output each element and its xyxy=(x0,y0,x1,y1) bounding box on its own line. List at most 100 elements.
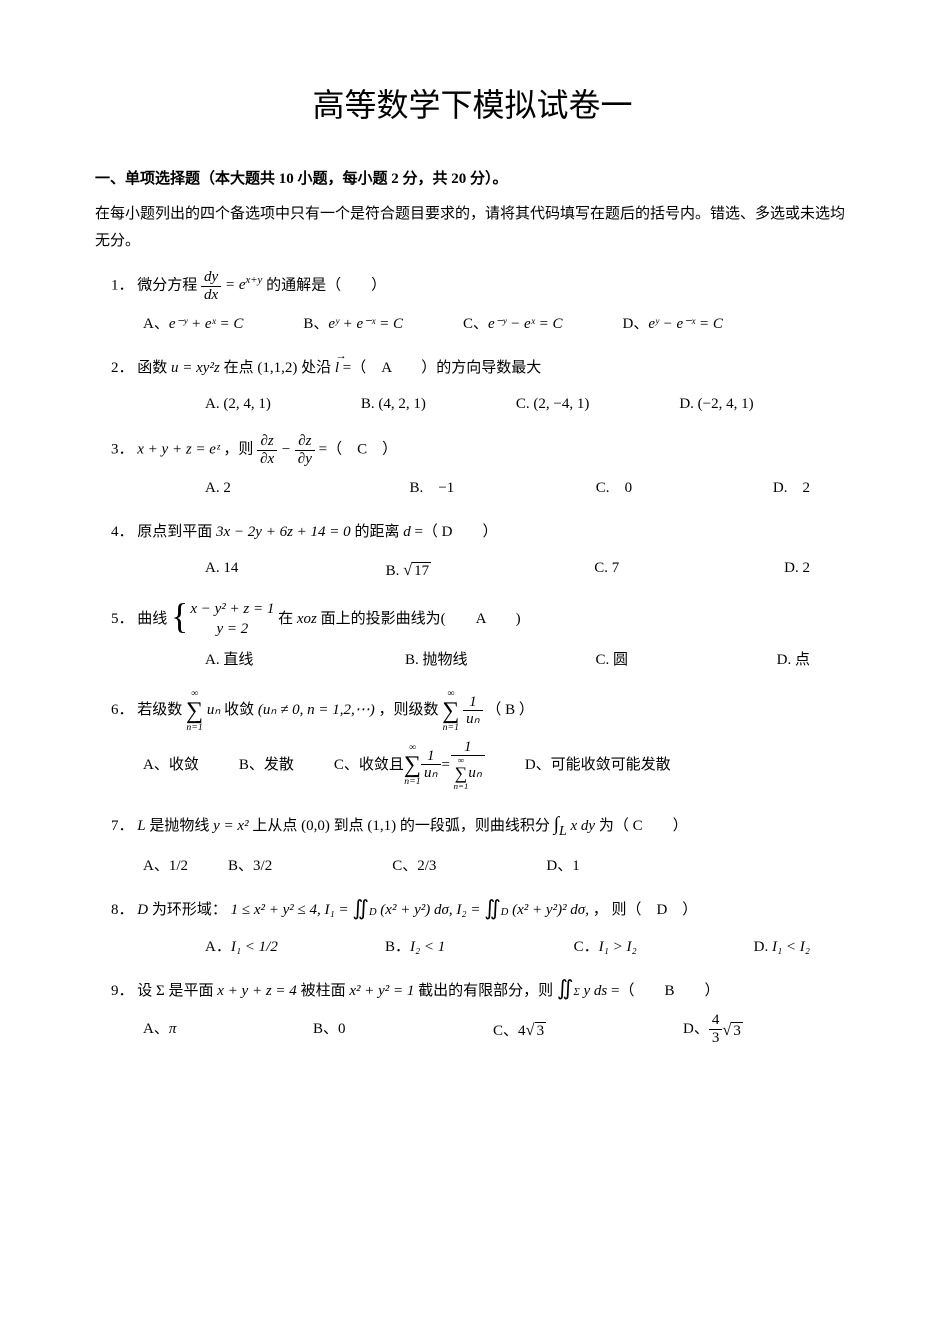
q6-frac: 1 uₙ xyxy=(463,694,482,728)
q2-vec: l xyxy=(335,353,339,383)
q7-stem-a: 是抛物线 xyxy=(149,818,209,834)
instructions: 在每小题列出的四个备选项中只有一个是符合题目要求的，请将其代码填写在题后的括号内… xyxy=(95,201,850,255)
q1-opt-a: A、e⁻ʸ + eˣ = C xyxy=(143,309,243,339)
q6-stem-c: ，则级数 xyxy=(378,702,438,718)
question-2: 2． 函数 u = xy²z 在点 (1,1,2) 处沿 l =（ A ）的方向… xyxy=(111,353,850,383)
q7-L: L xyxy=(137,818,145,834)
q5-num: 5． xyxy=(111,611,134,627)
q3-f1: ∂z∂x xyxy=(257,433,277,467)
q9-stem-b: 是平面 xyxy=(169,983,214,999)
q9-stem-c: 被柱面 xyxy=(301,983,346,999)
q7-num: 7． xyxy=(111,818,134,834)
q9-num: 9． xyxy=(111,983,134,999)
q9-opt-a: A、π xyxy=(143,1014,273,1044)
q5-options: A. 直线 B. 抛物线 C. 圆 D. 点 xyxy=(205,645,850,675)
q1-opt-b: B、eʸ + e⁻ˣ = C xyxy=(303,309,403,339)
q1-opt-d: D、eʸ − e⁻ˣ = C xyxy=(623,309,723,339)
q4-opt-c: C. 7 xyxy=(594,553,744,586)
q8-i2-body: (x² + y²)² dσ, xyxy=(512,902,589,918)
q4-stem-c: =（ D ） xyxy=(414,524,497,540)
q7-stem-d: 的一段弧，则曲线积分 xyxy=(400,818,550,834)
q9-stem-d: 截出的有限部分，则 xyxy=(418,983,553,999)
q1-num: 1． xyxy=(111,277,134,293)
q9-integrand: y ds xyxy=(583,983,607,999)
page-title: 高等数学下模拟试卷一 xyxy=(95,80,850,126)
q7-p0: (0,0) xyxy=(301,818,330,834)
q8-options: A．I₁ < 1/2 B．I₂ < 1 C．I₁ > I₂ D. I₁ < I₂ xyxy=(205,932,850,962)
q2-num: 2． xyxy=(111,360,134,376)
q6-opt-a: A、收敛 xyxy=(143,750,199,780)
q3-options: A. 2 B. −1 C. 0 D. 2 xyxy=(205,473,850,503)
question-7: 7． L 是抛物线 y = x² 上从点 (0,0) 到点 (1,1) 的一段弧… xyxy=(111,805,850,845)
question-1: 1． 微分方程 dy dx = ex+y 的通解是（ ） xyxy=(111,269,850,303)
question-3: 3． x + y + z = eᶻ ，则 ∂z∂x − ∂z∂y =（ C ） xyxy=(111,433,850,467)
q2-opt-c: C. (2, −4, 1) xyxy=(516,389,589,419)
q2-stem-a: 函数 xyxy=(137,360,167,376)
q9-opt-d: D、 43 √3 xyxy=(683,1012,743,1046)
q3-opt-c: C. 0 xyxy=(596,473,733,503)
q4-num: 4． xyxy=(111,524,134,540)
q8-stem-b: ， 则（ D ） xyxy=(593,902,698,918)
q8-opt-b: B．I₂ < 1 xyxy=(385,932,534,962)
q7-integrand: x dy xyxy=(571,818,596,834)
q2-stem-d: =（ A ）的方向导数最大 xyxy=(343,360,541,376)
q8-opt-c: C．I₁ > I₂ xyxy=(574,932,714,962)
q4-options: A. 14 B. √17 C. 7 D. 2 xyxy=(205,553,850,586)
q7-para: y = x² xyxy=(213,818,248,834)
q6-stem-b: 收敛 xyxy=(224,702,254,718)
q3-opt-b: B. −1 xyxy=(410,473,556,503)
q2-opt-a: A. (2, 4, 1) xyxy=(205,389,271,419)
q4-opt-d: D. 2 xyxy=(784,553,810,586)
q3-num: 3． xyxy=(111,441,134,457)
q7-p1: (1,1) xyxy=(367,818,396,834)
q8-opt-a: A．I₁ < 1/2 xyxy=(205,932,345,962)
q1-opt-c: C、e⁻ʸ − eˣ = C xyxy=(463,309,563,339)
q9-cyl: x² + y² = 1 xyxy=(349,983,414,999)
q3-stem-a: ，则 xyxy=(223,441,253,457)
q8-I2: I₂ = xyxy=(456,902,480,918)
q8-num: 8． xyxy=(111,902,134,918)
q7-stem-b: 上从点 xyxy=(252,818,297,834)
q9-int: ∬Σ xyxy=(557,976,580,1006)
q6-opt-d: D、可能收敛可能发散 xyxy=(525,750,671,780)
q7-opt-b: B、3/2 xyxy=(228,851,272,881)
q3-stem-b: =（ C ） xyxy=(319,441,397,457)
q7-stem-e: 为（ C ） xyxy=(599,818,688,834)
q4-stem-b: 的距离 xyxy=(354,524,399,540)
q9-stem-a: 设 xyxy=(137,983,152,999)
q6-stem-d: （ B ） xyxy=(486,702,534,718)
q8-i1-body: (x² + y²) dσ, xyxy=(380,902,452,918)
q4-stem-a: 原点到平面 xyxy=(137,524,212,540)
q2-options: A. (2, 4, 1) B. (4, 2, 1) C. (2, −4, 1) … xyxy=(205,389,850,419)
q1-options: A、e⁻ʸ + eˣ = C B、eʸ + e⁻ˣ = C C、e⁻ʸ − eˣ… xyxy=(143,309,850,339)
q9-opt-c: C、4√3 xyxy=(493,1013,643,1046)
q9-plane: x + y + z = 4 xyxy=(217,983,297,999)
q2-stem-b: 在点 xyxy=(224,360,254,376)
q1-frac: dy dx xyxy=(201,269,221,303)
q5-stem-a: 曲线 xyxy=(137,611,167,627)
question-4: 4． 原点到平面 3x − 2y + 6z + 14 = 0 的距离 d =（ … xyxy=(111,517,850,547)
q2-opt-b: B. (4, 2, 1) xyxy=(361,389,426,419)
q8-int2: ∬D xyxy=(484,896,508,926)
q4-eq: 3x − 2y + 6z + 14 = 0 xyxy=(216,524,351,540)
q7-options: A、1/2 B、3/2 C、2/3 D、1 xyxy=(143,851,850,881)
q9-stem-e: =（ B ） xyxy=(611,983,719,999)
q5-stem-c: 面上的投影曲线为( A ) xyxy=(321,611,521,627)
q7-opt-a: A、1/2 xyxy=(143,851,188,881)
q9-sigma: Σ xyxy=(156,983,165,999)
q5-opt-b: B. 抛物线 xyxy=(405,645,556,675)
question-8: 8． D 为环形域： 1 ≤ x² + y² ≤ 4, I₁ = ∬D (x² … xyxy=(111,895,850,926)
q4-opt-b: B. √17 xyxy=(386,553,555,586)
q5-opt-c: C. 圆 xyxy=(596,645,737,675)
q5-opt-a: A. 直线 xyxy=(205,645,365,675)
q8-D: D xyxy=(137,902,148,918)
q7-stem-c: 到点 xyxy=(334,818,364,834)
q3-minus: − xyxy=(281,441,291,457)
q1-stem-b: 的通解是（ ） xyxy=(266,277,386,293)
q8-domain: 1 ≤ x² + y² ≤ 4, xyxy=(231,902,321,918)
q6-stem-a: 若级数 xyxy=(137,702,182,718)
q9-options: A、π B、0 C、4√3 D、 43 √3 xyxy=(143,1012,850,1046)
q8-opt-d: D. I₁ < I₂ xyxy=(754,932,810,962)
q5-plane: xoz xyxy=(297,611,317,627)
q3-opt-a: A. 2 xyxy=(205,473,370,503)
